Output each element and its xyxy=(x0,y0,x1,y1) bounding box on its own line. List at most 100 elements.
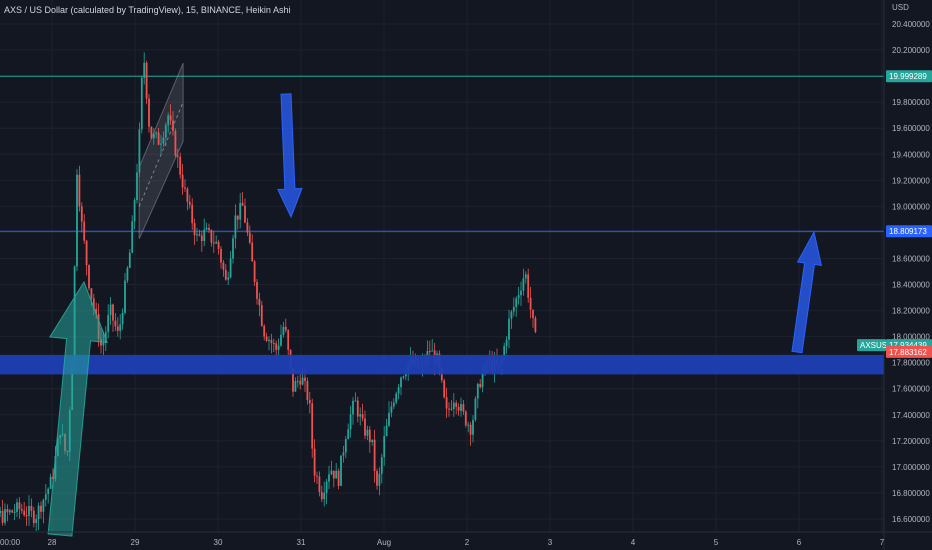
candle-body xyxy=(114,320,117,327)
candle-body xyxy=(152,133,155,139)
candle-body xyxy=(508,318,510,340)
candle-body xyxy=(25,515,28,517)
candle-body xyxy=(469,424,472,435)
symbol-tag-bg xyxy=(857,339,886,352)
candle-body xyxy=(196,234,198,236)
candle-body xyxy=(203,229,206,241)
candle-body xyxy=(227,277,230,280)
candle-body xyxy=(244,205,246,223)
candle-body xyxy=(260,305,263,326)
candle-body xyxy=(527,274,530,298)
candle-body xyxy=(395,393,398,403)
candle-body xyxy=(464,411,467,426)
candle-body xyxy=(232,238,234,259)
x-tick-label: Aug xyxy=(377,538,391,547)
candle-body xyxy=(176,155,179,157)
price-tag-resistance-high: 19.999289 xyxy=(889,72,927,81)
candle-body xyxy=(320,491,323,500)
candle-body xyxy=(304,377,306,381)
y-tick-label: 17.400000 xyxy=(892,411,930,420)
y-tick-label: 20.200000 xyxy=(892,46,930,55)
candle-body xyxy=(354,400,357,402)
candle-body xyxy=(128,252,131,268)
candle-body xyxy=(378,473,381,486)
candle-body xyxy=(467,424,470,426)
candle-body xyxy=(517,295,520,299)
x-tick-label: 4 xyxy=(631,538,636,547)
candle-body xyxy=(316,475,318,477)
candle-body xyxy=(191,204,194,224)
candle-body xyxy=(11,510,14,513)
candle-body xyxy=(390,406,393,413)
candle-body xyxy=(452,402,455,409)
candle-body xyxy=(397,387,400,394)
candle-body xyxy=(534,317,537,332)
candle-body xyxy=(224,269,227,280)
candle-body xyxy=(150,126,153,139)
candle-body xyxy=(169,115,172,121)
price-tag-resistance-mid-bg xyxy=(886,225,932,238)
candle-body xyxy=(376,471,378,486)
candle-body xyxy=(138,129,141,173)
price-tag-ha-close-bg xyxy=(886,345,932,358)
candle-body xyxy=(92,298,95,309)
arrow-down-blue xyxy=(277,93,303,219)
candle-body xyxy=(210,229,213,243)
candle-body xyxy=(294,380,297,392)
y-tick-label: 18.000000 xyxy=(892,333,930,342)
candle-body xyxy=(366,429,369,436)
candle-body xyxy=(520,290,522,296)
candle-body xyxy=(236,215,239,220)
y-tick-label: 17.200000 xyxy=(892,437,930,446)
candle-body xyxy=(193,223,196,236)
candle-body xyxy=(167,115,170,126)
y-tick-label: 20.400000 xyxy=(892,20,930,29)
candle-body xyxy=(428,351,431,353)
candle-body xyxy=(162,137,165,144)
candle-body xyxy=(145,62,148,99)
candle-body xyxy=(184,187,186,189)
candle-body xyxy=(503,346,506,360)
candle-body xyxy=(400,377,402,388)
candle-body xyxy=(392,402,395,407)
candle-body xyxy=(272,342,275,344)
price-tag-resistance-high-bg xyxy=(886,70,932,83)
candle-body xyxy=(205,227,208,230)
candle-body xyxy=(253,261,256,283)
candle-body xyxy=(263,325,266,337)
candle-body xyxy=(265,336,268,341)
candle-body xyxy=(512,306,515,312)
candle-body xyxy=(88,265,90,289)
x-tick-label: 7 xyxy=(880,538,885,547)
candle-body xyxy=(164,125,167,138)
support-zone xyxy=(0,354,884,375)
x-tick-label: 6 xyxy=(797,538,802,547)
candle-body xyxy=(443,380,446,398)
candle-body xyxy=(287,330,290,350)
candle-body xyxy=(234,215,237,239)
candle-body xyxy=(505,339,508,347)
candle-body xyxy=(402,376,405,378)
y-tick-label: 17.000000 xyxy=(892,463,930,472)
candle-body xyxy=(112,304,114,321)
candle-body xyxy=(44,494,47,500)
y-tick-label: 19.600000 xyxy=(892,124,930,133)
x-tick-label: 28 xyxy=(48,538,57,547)
candle-body xyxy=(481,373,484,388)
candle-body xyxy=(306,380,309,401)
candle-body xyxy=(318,476,321,492)
candle-body xyxy=(368,429,371,443)
candle-body xyxy=(188,201,191,205)
candle-body xyxy=(76,174,78,267)
candle-body xyxy=(472,419,474,435)
candle-body xyxy=(0,510,2,513)
candle-body xyxy=(241,202,244,206)
price-tag-resistance-mid: 18.809173 xyxy=(889,227,927,236)
candle-body xyxy=(342,452,345,456)
candle-body xyxy=(23,510,26,516)
candle-body xyxy=(532,309,534,318)
candle-body xyxy=(311,403,314,449)
